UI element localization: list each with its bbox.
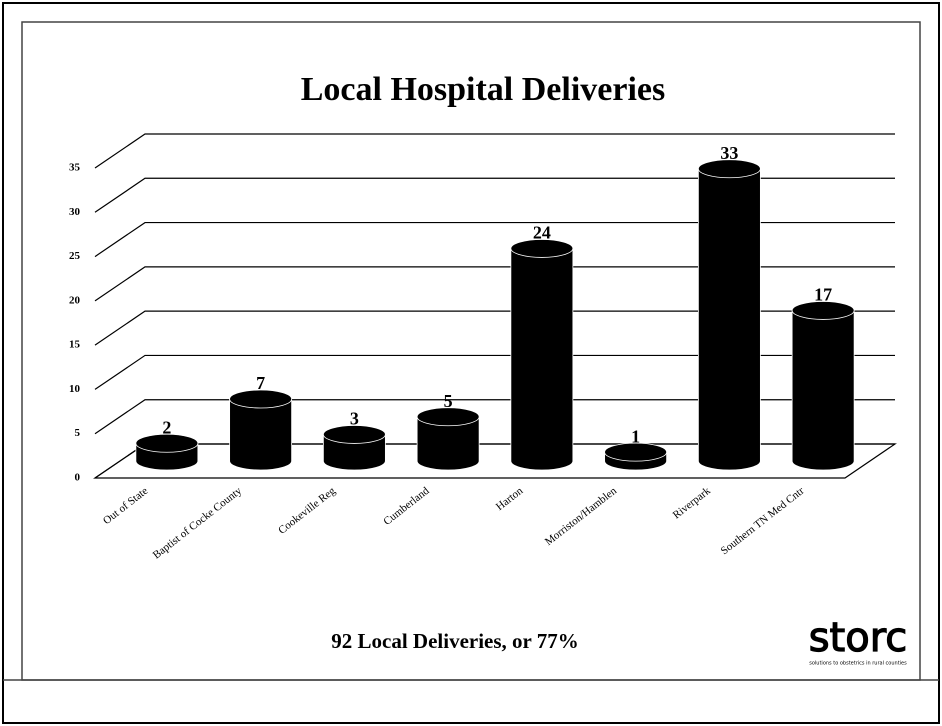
y-tick-label: 20	[69, 294, 81, 306]
data-label: 7	[256, 373, 265, 393]
bar	[416, 416, 480, 471]
y-tick-label: 35	[69, 162, 81, 174]
x-tick-label: Cookeville Reg	[276, 485, 338, 537]
bar-top	[510, 239, 574, 258]
bar	[697, 168, 761, 471]
x-tick-label: Out of State	[101, 485, 150, 527]
grid-line	[94, 221, 895, 258]
slide-frame	[21, 21, 921, 681]
y-tick-label: 5	[75, 427, 81, 439]
grid-line	[94, 266, 895, 302]
floor	[93, 443, 897, 479]
data-label: 33	[720, 143, 738, 163]
y-tick-label: 0	[75, 472, 81, 484]
data-label: 17	[814, 285, 832, 305]
grid-line	[94, 133, 895, 169]
x-tick-label: Harton	[494, 485, 526, 514]
footer: 92 Local Deliveries, or 77%	[331, 629, 578, 653]
grid-line	[94, 399, 895, 435]
bar-top	[604, 442, 668, 462]
grid-line	[94, 177, 895, 213]
bar	[229, 398, 293, 471]
data-label: 3	[350, 409, 359, 429]
bar-top	[791, 301, 855, 320]
y-tick-label: 15	[69, 339, 81, 351]
logo: storc	[809, 615, 908, 661]
chart-title: Local Hospital Deliveries	[301, 71, 666, 108]
bar	[510, 248, 574, 471]
bar	[322, 434, 386, 471]
y-tick-label: 10	[69, 383, 81, 395]
x-tick-label: Baptist of Cocke County	[151, 485, 245, 562]
bar-top	[697, 159, 761, 179]
logo-tagline: solutions to obstetrics in rural countie…	[809, 661, 907, 667]
data-label: 2	[162, 417, 171, 437]
y-tick-label: 30	[69, 206, 81, 218]
x-tick-label: Southern TN Med Cntr	[719, 485, 807, 558]
y-tick-label: 25	[69, 250, 81, 262]
data-label: 24	[533, 223, 551, 243]
grid-line	[94, 310, 895, 346]
x-tick-label: Riverpark	[671, 485, 713, 522]
x-tick-label: Cumberland	[381, 485, 432, 528]
x-tick-label: Morriston/Hamblen	[543, 485, 620, 549]
data-label: 1	[631, 426, 640, 446]
bar	[791, 310, 855, 471]
bar-top	[229, 389, 293, 409]
grid-line	[94, 443, 895, 479]
bar-top	[322, 425, 386, 444]
grid-line	[94, 354, 895, 390]
data-label: 5	[444, 391, 453, 411]
bar-top	[135, 433, 199, 453]
bar-top	[416, 407, 480, 427]
